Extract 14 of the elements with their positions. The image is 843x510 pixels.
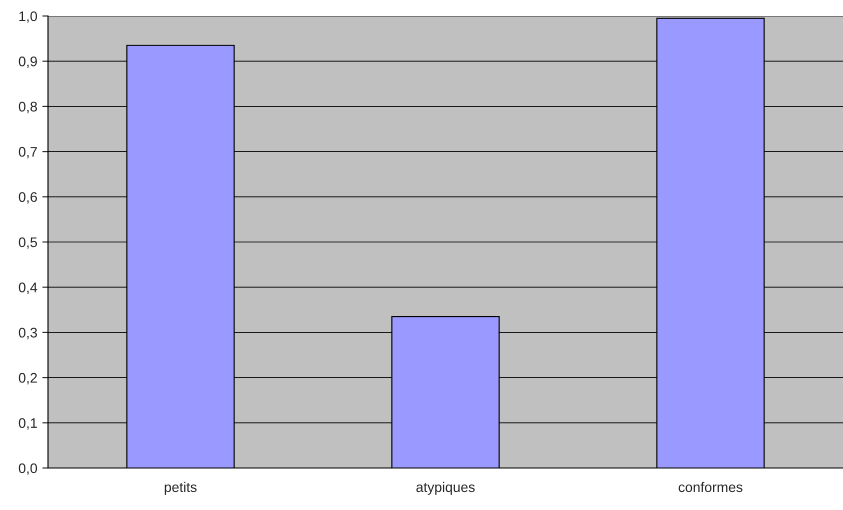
- y-tick-label: 0,5: [18, 237, 38, 249]
- y-tick-label: 1,0: [19, 11, 38, 23]
- y-tick-label: 0,9: [18, 56, 37, 68]
- y-tick-label: 0,3: [18, 328, 37, 340]
- y-tick-label: 0,6: [18, 192, 37, 204]
- y-tick-label: 0,0: [18, 463, 38, 475]
- y-tick-label: 0,8: [18, 102, 37, 114]
- x-tick-label: conformes: [678, 482, 742, 492]
- x-tick-label: petits: [164, 482, 197, 495]
- y-tick-label: 0,4: [18, 282, 38, 294]
- y-tick-label: 0,1: [18, 418, 37, 430]
- y-tick-label: 0,2: [18, 372, 37, 384]
- y-tick-label: 0,7: [18, 146, 37, 158]
- x-tick-label: atypiques: [416, 482, 475, 495]
